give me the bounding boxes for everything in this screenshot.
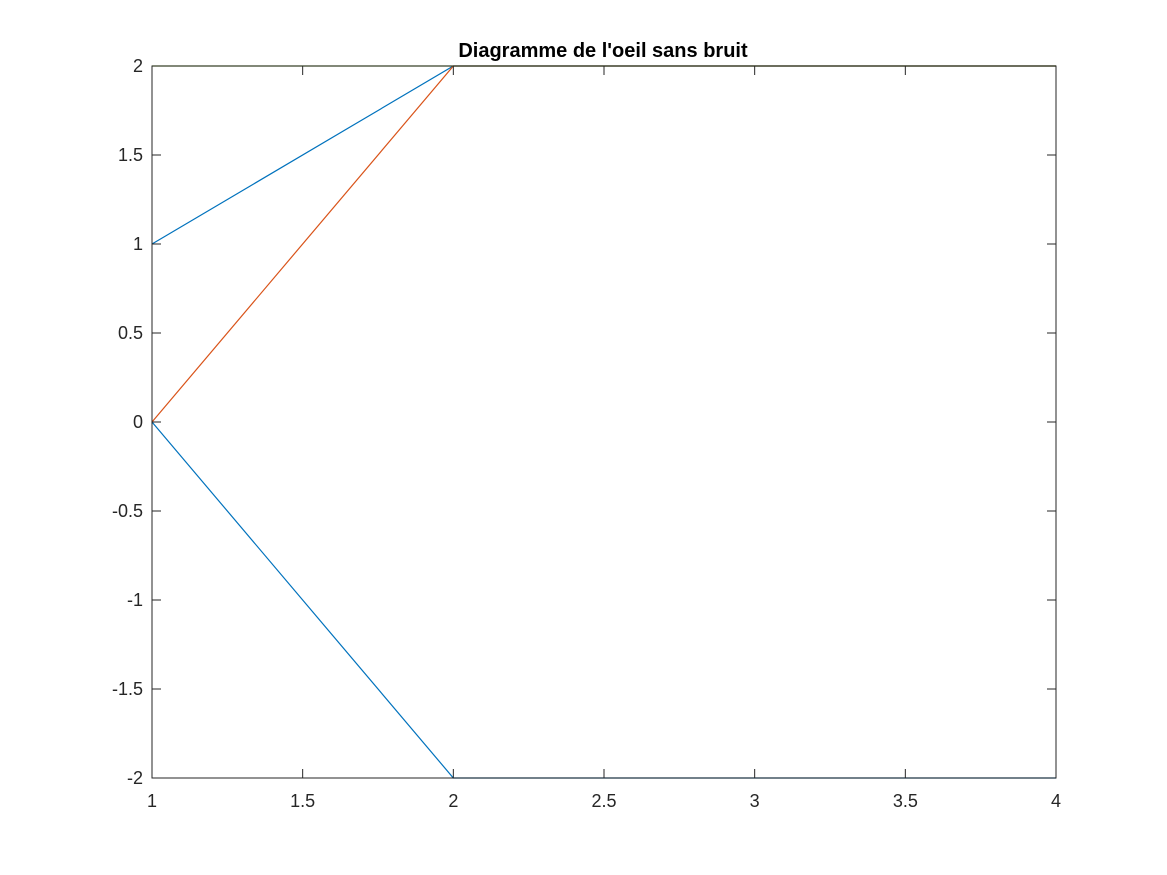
x-tick-label: 3.5: [893, 791, 918, 811]
chart-title: Diagramme de l'oeil sans bruit: [458, 40, 748, 62]
y-tick-label: 1: [133, 234, 143, 254]
y-tick-label: 0: [133, 412, 143, 432]
y-tick-label: -1: [127, 590, 143, 610]
x-tick-label: 4: [1051, 791, 1061, 811]
y-tick-label: 2: [133, 56, 143, 76]
y-tick-label: 1.5: [118, 145, 143, 165]
y-tick-label: 0.5: [118, 323, 143, 343]
x-tick-label: 1: [147, 791, 157, 811]
x-tick-label: 1.5: [290, 791, 315, 811]
axes-background: [152, 66, 1056, 778]
x-tick-label: 2: [448, 791, 458, 811]
y-tick-label: -2: [127, 768, 143, 788]
y-tick-label: -0.5: [112, 501, 143, 521]
x-tick-label: 2.5: [591, 791, 616, 811]
y-tick-label: -1.5: [112, 679, 143, 699]
x-tick-label: 3: [750, 791, 760, 811]
plot-area: 1 1.5 2 2.5 3 3.5 4 -2 -1.5 -1 -0.5 0 0.5 1 1.5 2: [112, 56, 1061, 811]
